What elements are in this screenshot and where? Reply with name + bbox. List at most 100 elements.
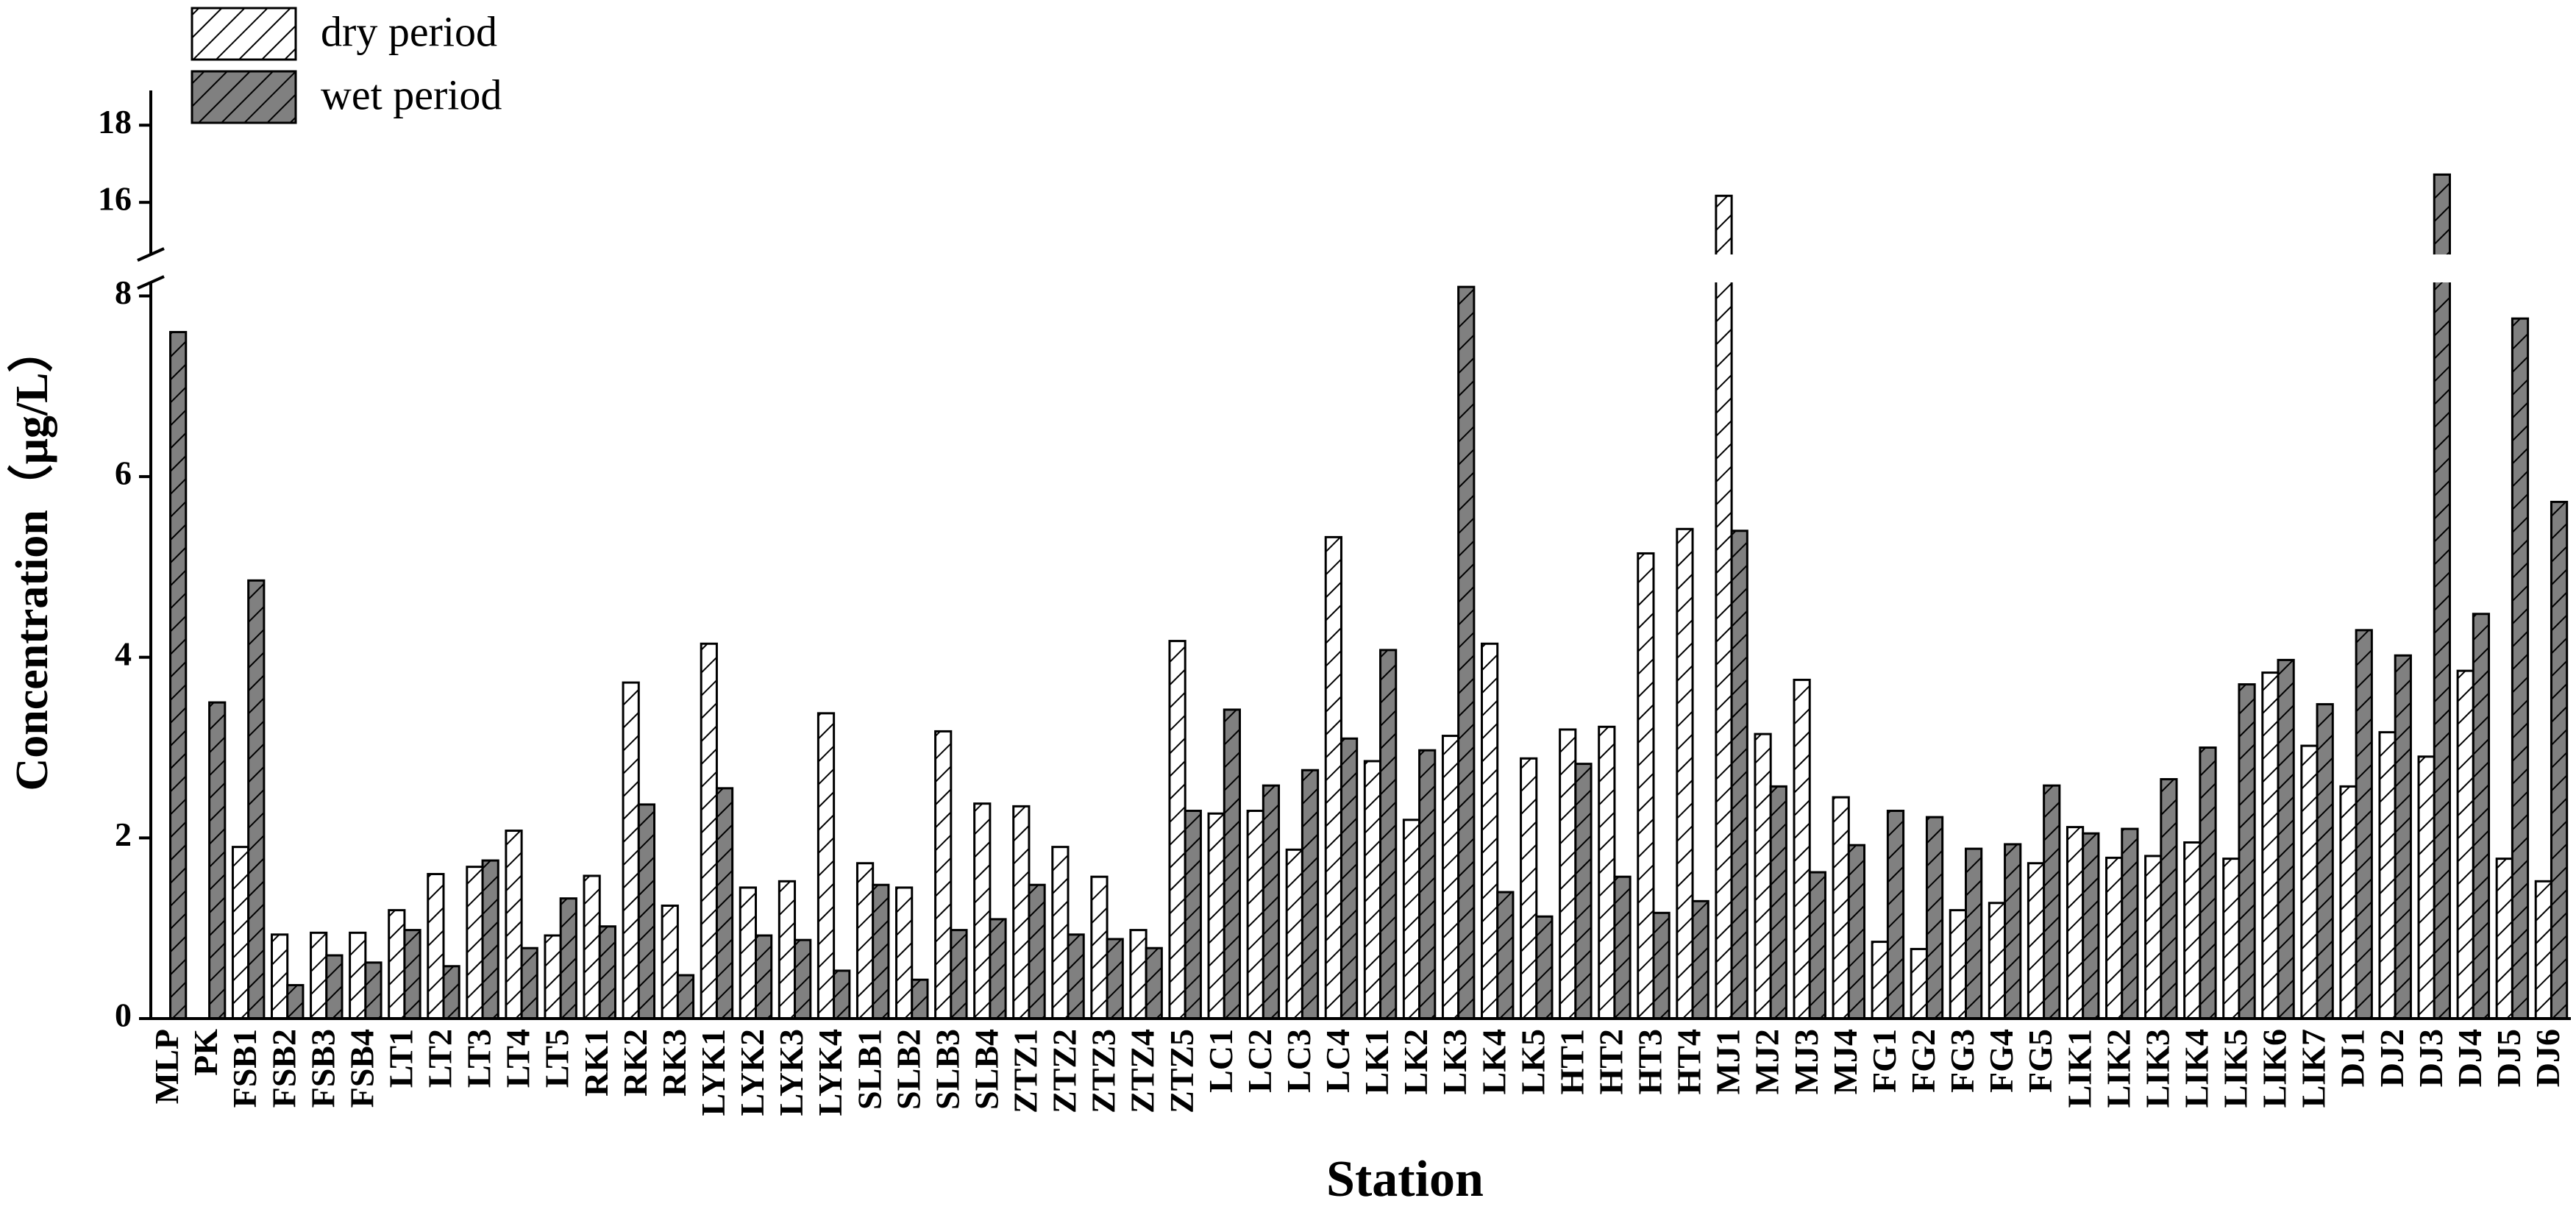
bar: [1691, 899, 1709, 1020]
bar: [1535, 915, 1554, 1020]
bar: [1106, 938, 1124, 1020]
x-tick-label: FSB2: [265, 1029, 302, 1108]
bar: [1457, 285, 1476, 1020]
x-tick-label: ZTZ3: [1085, 1029, 1122, 1113]
x-tick-label: HT3: [1632, 1029, 1669, 1094]
x-tick-label: ZTZ1: [1007, 1029, 1045, 1113]
bar: [1949, 909, 1967, 1020]
x-tick-label: LC4: [1319, 1029, 1356, 1093]
x-tick-label: LYK3: [772, 1029, 810, 1116]
bar: [520, 947, 538, 1020]
bar: [2316, 703, 2334, 1020]
bar: [388, 909, 406, 1020]
x-tick-label: LYK4: [811, 1029, 849, 1116]
bar: [2511, 317, 2530, 1020]
bar: [2238, 683, 2256, 1020]
x-tick-label: LIK1: [2060, 1029, 2098, 1108]
bar: [2082, 832, 2100, 1020]
bar: [1520, 757, 1538, 1020]
bar: [1379, 649, 1398, 1020]
bar: [1324, 535, 1342, 1020]
y-tick-label: 16: [98, 180, 132, 218]
x-tick-label: LIK7: [2295, 1029, 2333, 1108]
bar: [2433, 173, 2451, 1020]
bar: [1223, 708, 1241, 1020]
bar: [2183, 841, 2202, 1020]
x-tick-label: SLB2: [889, 1029, 927, 1110]
x-tick-label: MJ4: [1826, 1029, 1864, 1094]
bar: [855, 862, 875, 1020]
bar: [1246, 810, 1264, 1020]
bar: [169, 331, 188, 1020]
bar: [1402, 819, 1421, 1020]
bar: [1793, 678, 1811, 1020]
x-tick-label: LT5: [538, 1029, 576, 1088]
bar: [505, 830, 523, 1020]
y-axis-title: Concentration（μg/L）: [6, 327, 57, 791]
x-tick-label: ZTZ2: [1046, 1029, 1084, 1113]
bar: [794, 938, 812, 1020]
x-tick-label: FSB4: [343, 1029, 380, 1108]
break-mark: [137, 247, 165, 262]
y-tick-label: 8: [115, 274, 132, 311]
x-tick-label: DJ3: [2412, 1029, 2449, 1087]
bar: [778, 880, 797, 1020]
bar: [872, 883, 890, 1020]
bar: [2261, 671, 2280, 1020]
x-tick-label: FSB1: [226, 1029, 263, 1108]
x-tick-label: SLB1: [850, 1029, 888, 1110]
x-tick-label: LK2: [1397, 1029, 1434, 1094]
bar: [1339, 737, 1359, 1020]
x-tick-label: SLB4: [967, 1029, 1005, 1110]
x-tick-label: HT2: [1592, 1029, 1629, 1094]
bar: [739, 886, 757, 1020]
bar: [1808, 871, 1826, 1020]
bar: [950, 929, 968, 1020]
x-tick-label: DJ6: [2529, 1029, 2566, 1087]
x-tick-label: LK5: [1514, 1029, 1551, 1094]
bar: [1832, 796, 1850, 1020]
bar: [2495, 858, 2513, 1020]
bar: [1067, 933, 1085, 1020]
break-mark: [137, 275, 165, 290]
x-tick-label: FG5: [2021, 1029, 2059, 1093]
bar: [2417, 755, 2436, 1020]
bar: [1886, 810, 1905, 1020]
bar: [1559, 728, 1577, 1020]
bar: [1613, 875, 1632, 1020]
x-tick-label: DJ2: [2373, 1029, 2410, 1087]
x-tick-label: FG3: [1943, 1029, 1981, 1093]
x-tick-label: FG1: [1865, 1029, 1903, 1093]
y-tick-label: 18: [98, 103, 132, 140]
x-tick-label: LYK2: [733, 1029, 771, 1116]
bar: [1481, 642, 1499, 1020]
bar: [1965, 847, 1983, 1020]
axis-break-gap: [129, 254, 2576, 282]
bar: [1145, 947, 1163, 1020]
x-tick-label: LC1: [1202, 1029, 1239, 1093]
bar: [559, 897, 577, 1020]
bar: [247, 579, 266, 1020]
bar: [442, 965, 460, 1020]
bar: [2394, 654, 2412, 1020]
x-tick-label: RK1: [577, 1029, 615, 1097]
bar: [1652, 911, 1671, 1020]
bar: [1769, 785, 1787, 1020]
bar: [715, 787, 734, 1020]
x-tick-label: HT1: [1553, 1029, 1590, 1094]
x-tick-label: SLB3: [928, 1029, 966, 1110]
bar: [989, 918, 1007, 1020]
y-tick-label: 4: [115, 635, 132, 672]
bar: [1418, 749, 1437, 1020]
bar: [895, 886, 914, 1020]
bar: [1574, 763, 1593, 1020]
legend-swatch: [191, 70, 297, 124]
x-tick-label: ZTZ5: [1163, 1029, 1200, 1113]
bar: [2456, 669, 2474, 1020]
x-tick-label: MJ3: [1787, 1029, 1825, 1094]
bar: [2027, 862, 2046, 1020]
x-tick-label: PK: [187, 1029, 224, 1076]
y-tick-label: 2: [115, 816, 132, 853]
